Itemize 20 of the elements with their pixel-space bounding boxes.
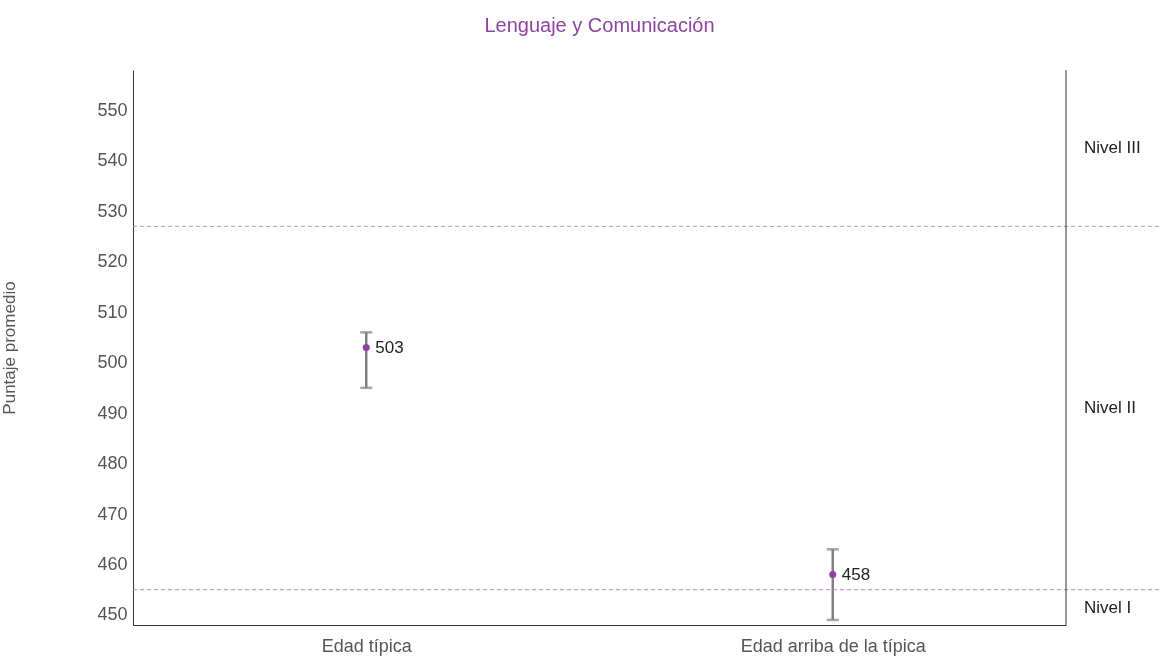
y-tick-label: 450 [97,604,128,625]
data-label: 458 [841,564,871,584]
y-tick-label: 460 [97,553,128,574]
annotation: Nivel I [1084,598,1132,617]
y-tick-label: 480 [97,453,128,474]
x-tick-label: Edad típica [321,635,413,656]
chart-title: Lenguaje y Comunicación [484,13,715,36]
y-tick-label: 540 [97,150,128,171]
annotation: Nivel II [1084,398,1136,417]
y-tick-label: 470 [97,503,128,524]
y-tick-label: 510 [97,301,128,322]
y-tick-label: 520 [97,251,128,272]
y-axis-title: Puntaje promedio [0,281,19,415]
y-tick-label: 550 [97,99,128,120]
annotation: Nivel III [1084,138,1141,157]
data-label: 503 [375,337,404,357]
y-tick-label: 500 [97,352,128,373]
x-tick-label: Edad arriba de la típica [740,635,927,656]
y-tick-label: 530 [97,200,128,221]
y-tick-label: 490 [97,402,128,423]
